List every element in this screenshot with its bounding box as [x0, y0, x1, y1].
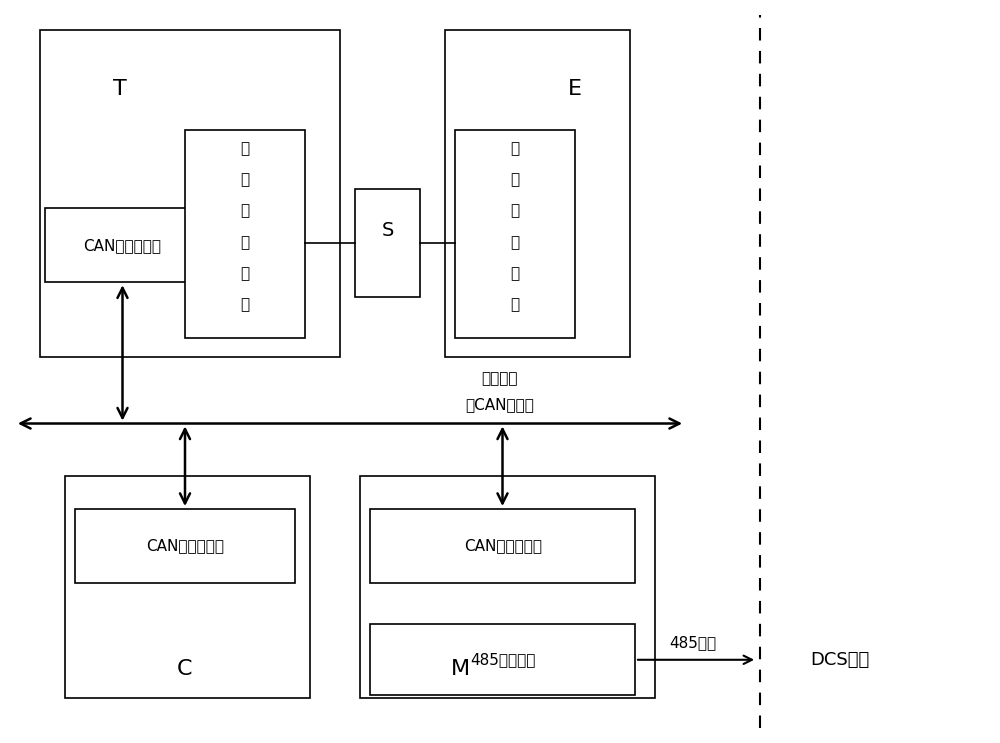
Text: 控: 控 [240, 235, 250, 250]
Text: 系统总线: 系统总线 [482, 372, 518, 386]
FancyBboxPatch shape [360, 476, 655, 698]
Text: CAN总线控制器: CAN总线控制器 [146, 539, 224, 554]
FancyBboxPatch shape [455, 130, 575, 338]
Text: 485通讯模块: 485通讯模块 [470, 652, 536, 667]
Text: CAN总线控制器: CAN总线控制器 [83, 238, 161, 253]
FancyBboxPatch shape [370, 624, 635, 695]
Text: 制: 制 [510, 266, 520, 281]
Text: 以: 以 [240, 141, 250, 156]
FancyBboxPatch shape [355, 189, 420, 297]
FancyBboxPatch shape [45, 208, 200, 282]
FancyBboxPatch shape [185, 130, 305, 338]
Text: 网: 网 [510, 204, 520, 218]
Text: 制: 制 [240, 266, 250, 281]
Text: 器: 器 [510, 297, 520, 312]
FancyBboxPatch shape [65, 476, 310, 698]
Text: S: S [381, 221, 394, 240]
Text: 太: 太 [240, 172, 250, 187]
Text: T: T [113, 80, 127, 99]
Text: 太: 太 [510, 172, 520, 187]
Text: 控: 控 [510, 235, 520, 250]
Text: DCS系统: DCS系统 [810, 651, 870, 669]
FancyBboxPatch shape [370, 509, 635, 583]
Text: （CAN总线）: （CAN总线） [466, 398, 534, 412]
Text: CAN总线控制器: CAN总线控制器 [464, 539, 542, 554]
FancyBboxPatch shape [40, 30, 340, 357]
Text: 485总线: 485总线 [669, 635, 717, 650]
Text: M: M [450, 659, 470, 678]
Text: 器: 器 [240, 297, 250, 312]
Text: C: C [177, 659, 193, 678]
Text: 以: 以 [510, 141, 520, 156]
Text: 网: 网 [240, 204, 250, 218]
FancyBboxPatch shape [75, 509, 295, 583]
FancyBboxPatch shape [445, 30, 630, 357]
Text: E: E [568, 80, 582, 99]
